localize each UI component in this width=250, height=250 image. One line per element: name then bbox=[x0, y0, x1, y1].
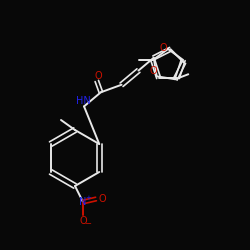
Text: O: O bbox=[95, 71, 102, 81]
Text: +: + bbox=[85, 195, 91, 201]
Text: O: O bbox=[150, 66, 158, 76]
Text: O: O bbox=[98, 194, 106, 204]
Text: HN: HN bbox=[76, 96, 90, 106]
Text: O: O bbox=[79, 216, 87, 226]
Text: O: O bbox=[159, 43, 167, 53]
Text: −: − bbox=[84, 220, 91, 228]
Text: N: N bbox=[79, 197, 87, 207]
